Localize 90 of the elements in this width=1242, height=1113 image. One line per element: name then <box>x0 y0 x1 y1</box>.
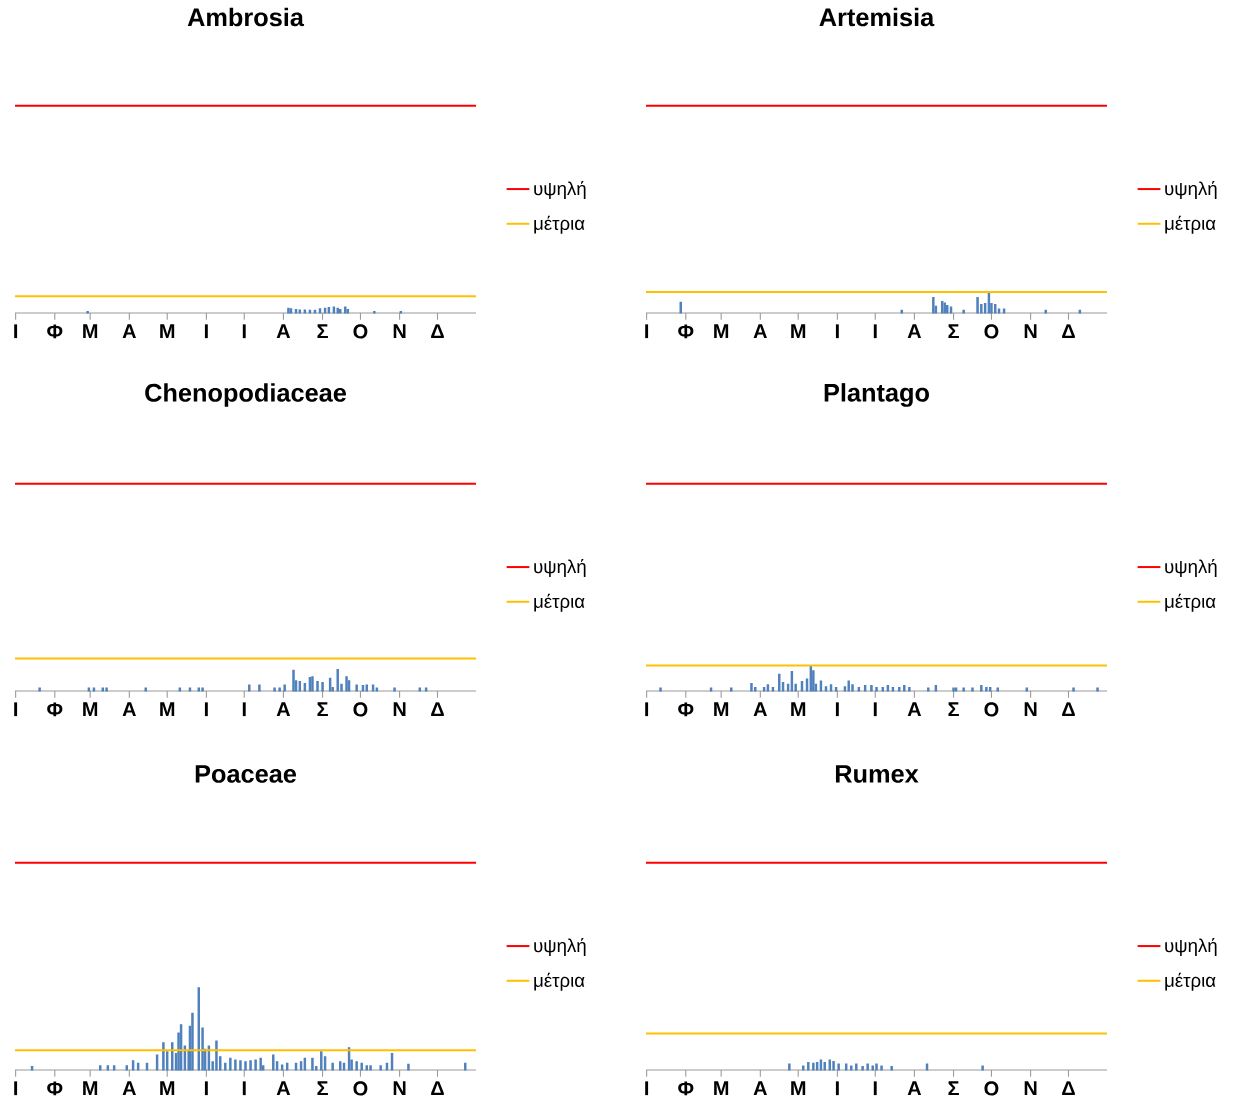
x-tick-label: Α <box>753 702 767 717</box>
legend-label: υψηλή <box>1165 559 1217 577</box>
x-tick-label: Ο <box>353 702 368 717</box>
x-tick-label: Α <box>122 1081 136 1096</box>
legend-label: μέτρια <box>1165 972 1216 991</box>
x-tick-label: Σ <box>948 1081 959 1096</box>
chart-title: Plantago <box>824 383 929 407</box>
x-tick-label: Ι <box>204 324 208 339</box>
x-tick-label: Α <box>907 702 922 717</box>
x-tick-label: Ι <box>873 324 877 339</box>
x-tick-label: Ι <box>645 324 649 339</box>
x-tick-label: Ι <box>835 1081 839 1096</box>
legend-label: μέτρια <box>1165 215 1216 234</box>
x-tick-label: Δ <box>1062 1081 1075 1096</box>
x-tick-label: Ι <box>645 1081 649 1096</box>
x-tick-label: Ν <box>393 702 406 717</box>
x-tick-label: Α <box>907 1081 922 1096</box>
x-tick-label: Φ <box>678 324 694 339</box>
x-tick-label: Μ <box>160 324 175 339</box>
x-tick-label: Α <box>122 324 136 339</box>
x-tick-label: Α <box>907 324 922 339</box>
x-tick-label: Ι <box>14 1081 18 1096</box>
x-tick-label: Σ <box>948 324 959 339</box>
x-tick-label: Φ <box>678 1081 694 1096</box>
x-tick-label: Ν <box>393 324 406 339</box>
x-tick-label: Ι <box>14 324 18 339</box>
x-tick-label: Σ <box>317 324 328 339</box>
x-tick-label: Ο <box>984 702 999 717</box>
x-tick-label: Ο <box>984 324 999 339</box>
legend-label: υψηλή <box>534 559 586 577</box>
x-tick-label: Α <box>276 702 291 717</box>
x-tick-label: Α <box>753 1081 767 1096</box>
chart-title: Rumex <box>835 765 919 783</box>
chart-title: Poaceae <box>195 765 297 783</box>
x-tick-label: Ι <box>873 1081 877 1096</box>
x-tick-label: Φ <box>47 1081 63 1096</box>
x-tick-label: Ν <box>1024 324 1037 339</box>
x-tick-label: Ι <box>835 702 839 717</box>
x-tick-label: Μ <box>714 702 729 717</box>
x-tick-label: Μ <box>83 324 98 339</box>
legend-label: υψηλή <box>534 181 586 199</box>
x-tick-label: Ο <box>353 1081 368 1096</box>
x-tick-label: Σ <box>948 702 959 717</box>
x-tick-label: Δ <box>431 1081 444 1096</box>
chart-title: Artemisia <box>819 7 935 27</box>
x-tick-label: Α <box>276 324 291 339</box>
x-tick-label: Ν <box>1024 702 1037 717</box>
x-tick-label: Δ <box>431 702 444 717</box>
x-tick-label: Ι <box>835 324 839 339</box>
x-tick-label: Ι <box>14 702 18 717</box>
x-tick-label: Μ <box>791 702 806 717</box>
chart-title: Ambrosia <box>187 7 305 27</box>
x-tick-label: Ι <box>873 702 877 717</box>
x-tick-label: Φ <box>678 702 694 717</box>
x-tick-label: Δ <box>1062 702 1075 717</box>
x-tick-label: Ι <box>242 1081 246 1096</box>
x-tick-label: Μ <box>791 1081 806 1096</box>
legend-label: μέτρια <box>1165 593 1216 612</box>
x-tick-label: Α <box>122 702 136 717</box>
x-tick-label: Μ <box>791 324 806 339</box>
x-tick-label: Μ <box>83 702 98 717</box>
x-tick-label: Μ <box>714 1081 729 1096</box>
x-tick-label: Ν <box>393 1081 406 1096</box>
x-tick-label: Ι <box>204 1081 208 1096</box>
x-tick-label: Μ <box>83 1081 98 1096</box>
legend-label: υψηλή <box>534 938 586 956</box>
x-tick-label: Ν <box>1024 1081 1037 1096</box>
x-tick-label: Ι <box>242 702 246 717</box>
legend-label: μέτρια <box>534 593 585 612</box>
x-tick-label: Ο <box>353 324 368 339</box>
chart-title: Chenopodiaceae <box>145 383 346 407</box>
x-tick-label: Μ <box>160 702 175 717</box>
x-tick-label: Ι <box>645 702 649 717</box>
legend-label: υψηλή <box>1165 938 1217 956</box>
x-tick-label: Φ <box>47 702 63 717</box>
x-tick-label: Φ <box>47 324 63 339</box>
x-tick-label: Δ <box>431 324 444 339</box>
x-tick-label: Δ <box>1062 324 1075 339</box>
legend-label: μέτρια <box>534 215 585 234</box>
x-tick-label: Ι <box>242 324 246 339</box>
x-tick-label: Α <box>276 1081 291 1096</box>
x-tick-label: Σ <box>317 702 328 717</box>
legend-label: υψηλή <box>1165 181 1217 199</box>
x-tick-label: Σ <box>317 1081 328 1096</box>
legend-label: μέτρια <box>534 972 585 991</box>
x-tick-label: Α <box>753 324 767 339</box>
x-tick-label: Ο <box>984 1081 999 1096</box>
x-tick-label: Μ <box>160 1081 175 1096</box>
x-tick-label: Μ <box>714 324 729 339</box>
x-tick-label: Ι <box>204 702 208 717</box>
